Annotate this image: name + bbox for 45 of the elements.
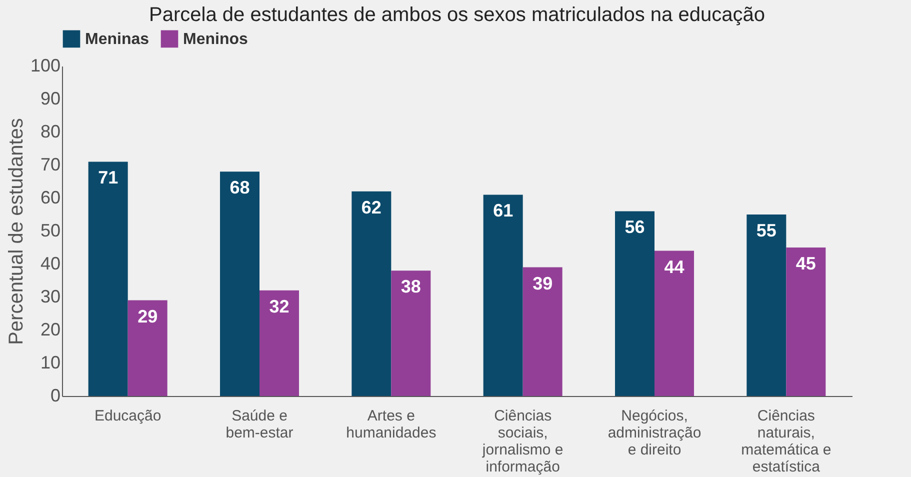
bar <box>654 250 694 396</box>
y-tick-label: 100 <box>30 56 60 76</box>
y-tick-label: 70 <box>40 154 60 174</box>
y-tick-label: 20 <box>40 320 60 340</box>
y-tick-label: 0 <box>50 386 60 406</box>
data-label: 44 <box>664 256 684 277</box>
bar <box>352 191 392 396</box>
data-label: 68 <box>230 178 250 198</box>
data-label: 45 <box>796 254 816 274</box>
y-tick-label: 30 <box>40 286 60 306</box>
bar <box>483 194 523 396</box>
chart-title: Parcela de estudantes de ambos os sexos matriculados na educação <box>149 4 765 26</box>
y-tick-label: 80 <box>40 122 60 142</box>
data-label: 29 <box>138 306 158 326</box>
data-label: 62 <box>361 197 382 218</box>
x-tick-label: Ciências naturais, matemática e estatística <box>741 408 832 476</box>
bar <box>746 214 786 396</box>
data-label: 55 <box>756 220 776 240</box>
data-label: 61 <box>493 200 514 221</box>
bar <box>220 172 260 396</box>
data-label: 71 <box>98 168 118 188</box>
x-tick-label: Ciências sociais, jornalismo e informação <box>481 408 564 476</box>
bar <box>786 248 826 396</box>
y-tick-label: 40 <box>40 254 60 274</box>
bar <box>128 300 168 396</box>
bar <box>615 211 654 396</box>
bar <box>391 270 431 396</box>
data-label: 39 <box>532 273 553 294</box>
y-tick-label: 10 <box>40 352 60 372</box>
legend-label: Meninas <box>85 30 150 48</box>
y-axis-title: Percentual de estudantes <box>5 118 28 345</box>
y-tick-label: 60 <box>40 188 60 208</box>
data-label: 56 <box>624 217 645 238</box>
bar <box>260 290 299 396</box>
x-tick-label: Negócios, administração e direito <box>608 408 702 458</box>
bar <box>88 162 128 396</box>
x-tick-label: Artes e humanidades <box>346 408 436 442</box>
y-tick-label: 50 <box>40 220 60 240</box>
bar <box>522 267 562 396</box>
data-label: 38 <box>400 276 421 297</box>
legend-label: Meninos <box>183 30 248 48</box>
x-tick-label: Educação <box>94 408 162 424</box>
x-tick-label: Saúde e bem-estar <box>226 408 294 442</box>
data-label: 32 <box>269 296 290 316</box>
y-tick-label: 90 <box>40 88 60 108</box>
